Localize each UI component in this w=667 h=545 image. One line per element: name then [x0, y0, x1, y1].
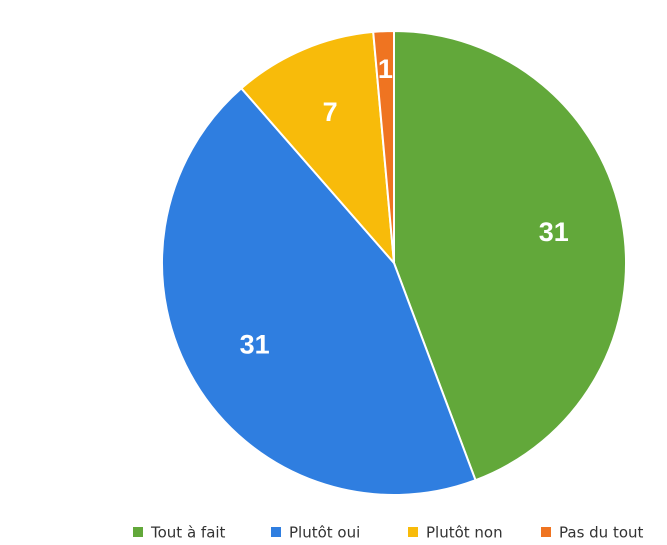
legend-label: Tout à fait	[150, 524, 226, 542]
pie-slice	[372, 29, 395, 264]
legend-label: Plutôt oui	[289, 524, 360, 542]
pie-slice	[393, 29, 627, 482]
data-label: 1	[378, 54, 393, 84]
pie-slice	[161, 86, 477, 496]
legend-label: Pas du tout	[559, 524, 644, 542]
data-label: 31	[539, 217, 569, 247]
legend-swatch	[271, 527, 281, 537]
legend-label: Plutôt non	[426, 524, 503, 542]
legend-swatch	[541, 527, 551, 537]
data-label: 31	[240, 329, 270, 359]
pie-slice	[239, 30, 396, 266]
legend-swatch	[133, 527, 143, 537]
legend-swatch	[408, 527, 418, 537]
data-label: 7	[323, 97, 338, 127]
